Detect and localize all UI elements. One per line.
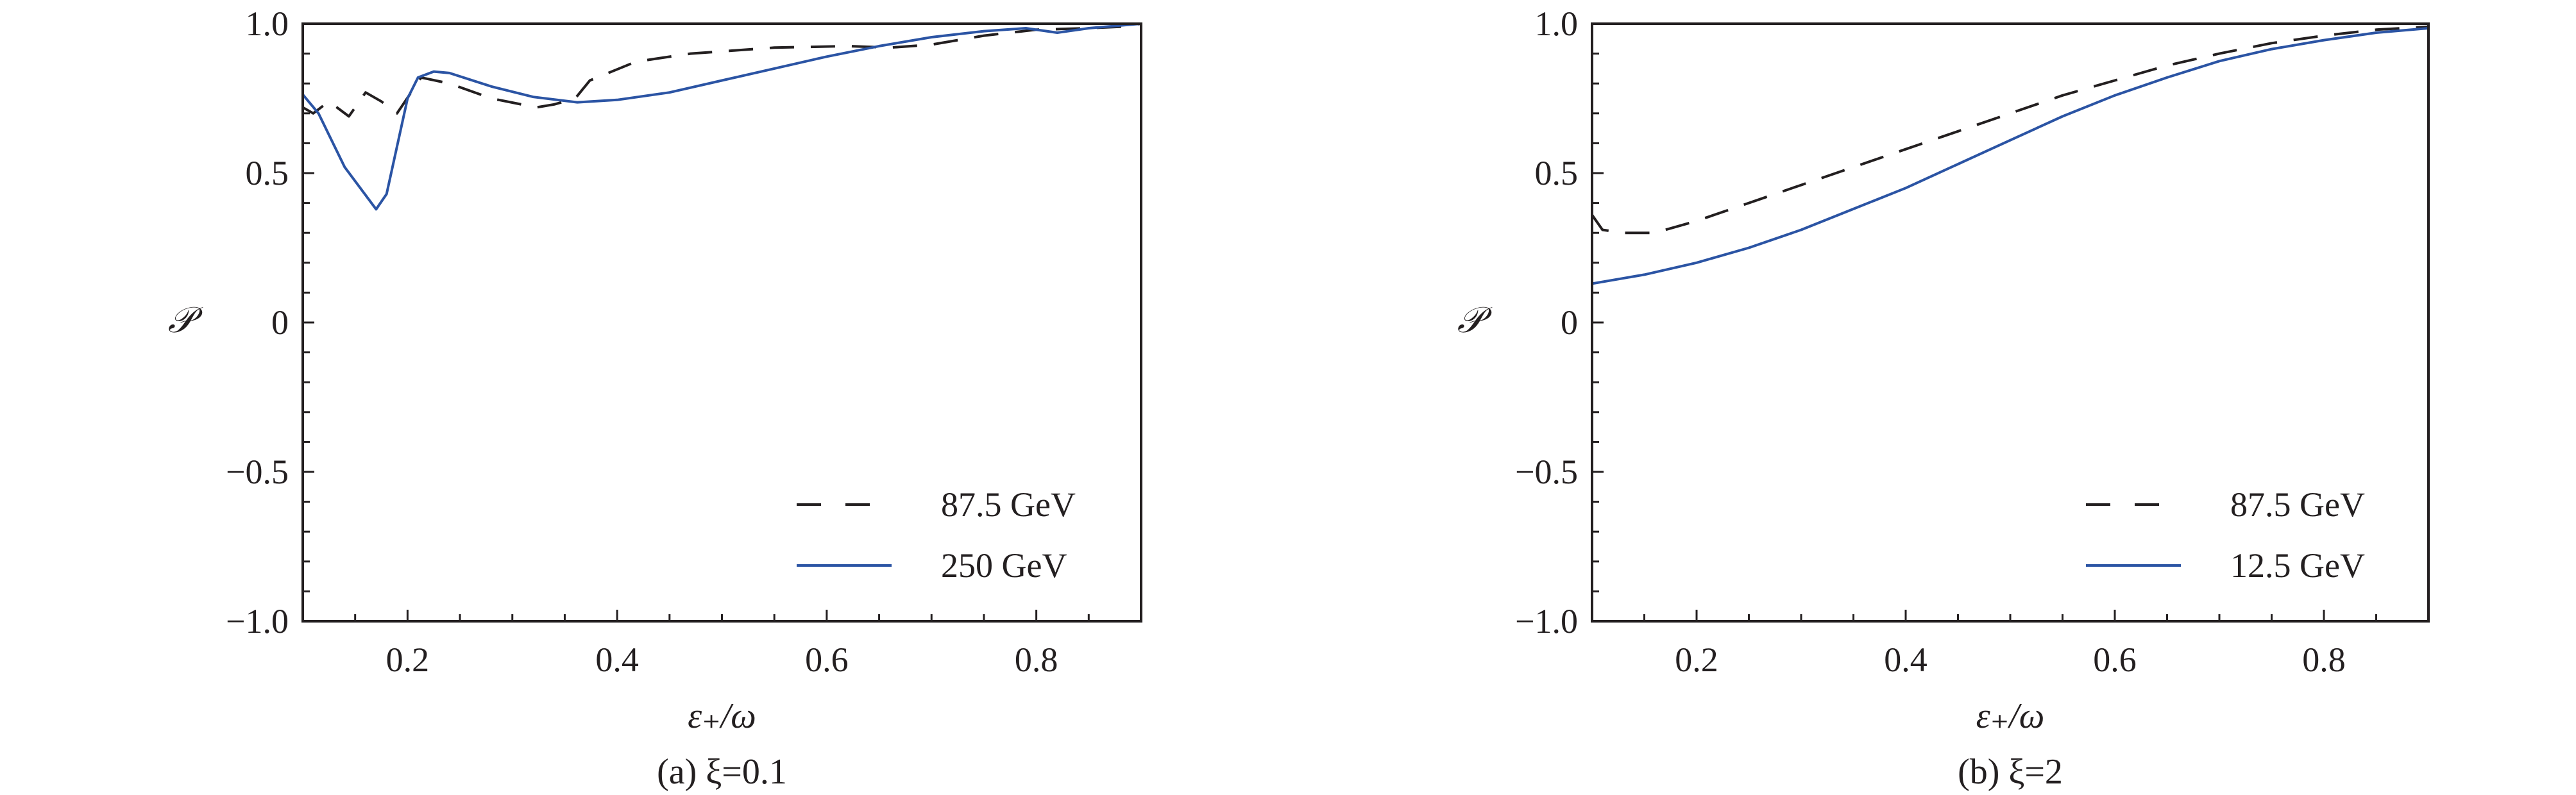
y-tick-label: −1.0	[1515, 602, 1578, 640]
x-tick-label: 0.2	[1675, 640, 1718, 679]
plot-frame	[301, 22, 1142, 623]
y-tick-label: −1.0	[226, 602, 289, 640]
legend-label: 250 GeV	[941, 546, 1067, 585]
y-axis-label: 𝒫	[168, 301, 203, 340]
x-tick-label: 0.6	[805, 640, 849, 679]
y-tick-label: −0.5	[226, 453, 289, 491]
y-tick-label: 1.0	[1535, 4, 1579, 43]
x-tick-label: 0.8	[1015, 640, 1058, 679]
x-tick-label: 0.4	[1884, 640, 1928, 679]
y-tick-label: 0	[271, 303, 289, 342]
panel-caption: (b) ξ=2	[1958, 752, 2063, 792]
panel-caption: (a) ξ=0.1	[657, 752, 787, 792]
x-tick-label: 0.6	[2093, 640, 2137, 679]
legend-label: 12.5 GeV	[2230, 546, 2365, 585]
legend-label: 87.5 GeV	[941, 485, 1076, 524]
series-line-87-5-gev	[1592, 25, 2428, 235]
panel-a: 0.2 0.4 0.6 0.8 −1.0 −0.5 0 0.5 1.0 ε₊/ω 𝒫 (a) ξ=0.…	[168, 4, 1142, 792]
y-tick-label: 0.5	[1535, 154, 1579, 192]
series-line-250-gev	[303, 24, 1141, 211]
y-tick-label: 1.0	[246, 4, 289, 43]
x-tick-label: 0.4	[595, 640, 639, 679]
x-axis-label: ε₊/ω	[1976, 696, 2045, 736]
plot-frame	[1591, 22, 2430, 623]
legend: 87.5 GeV 12.5 GeV	[2086, 485, 2365, 585]
legend-label: 87.5 GeV	[2230, 485, 2365, 524]
panel-b: 0.2 0.4 0.6 0.8 −1.0 −0.5 0 0.5 1.0 ε₊/ω 𝒫 (b) ξ=2 8…	[1457, 4, 2430, 792]
y-tick-label: 0	[1561, 303, 1578, 342]
series-line-12-5-gev	[1592, 27, 2428, 285]
x-axis-label: ε₊/ω	[688, 696, 756, 736]
x-tick-label: 0.8	[2302, 640, 2346, 679]
y-tick-label: 0.5	[246, 154, 289, 192]
x-tick-label: 0.2	[386, 640, 430, 679]
y-tick-label: −0.5	[1515, 453, 1578, 491]
series-line-87-5-gev	[303, 24, 1141, 118]
legend: 87.5 GeV 250 GeV	[797, 485, 1076, 585]
y-axis-label: 𝒫	[1457, 301, 1493, 340]
